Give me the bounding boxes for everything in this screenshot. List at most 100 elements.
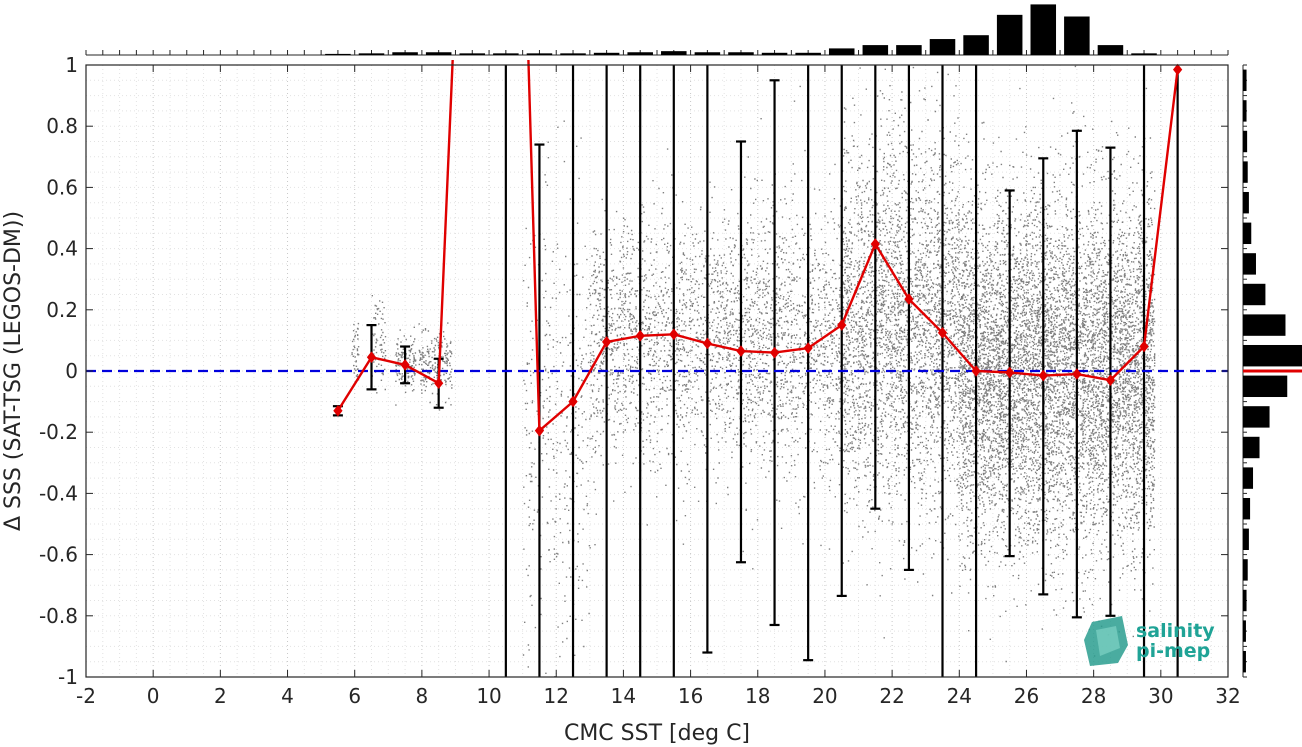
x-tick-label: 16 (678, 684, 703, 708)
right-hist-bar (1243, 620, 1246, 642)
top-hist-bar (593, 52, 620, 55)
top-hist-bar (493, 53, 519, 55)
x-tick-label: 26 (1014, 684, 1039, 708)
y-tick-label: 0 (65, 359, 78, 383)
right-hist-bar (1243, 100, 1247, 122)
scatter-cluster (395, 326, 417, 406)
top-hist-bar (425, 52, 452, 55)
x-tick-label: 8 (416, 684, 429, 708)
mean-marker (635, 330, 645, 342)
y-tick-label: 0.6 (46, 175, 78, 199)
salinity-pi-mep-logo: salinity pi-mep (1084, 616, 1215, 666)
mean-marker (870, 238, 880, 250)
top-histogram (85, 4, 1229, 56)
top-hist-bar (1097, 45, 1124, 55)
right-hist-bar (1243, 589, 1247, 612)
right-hist-bar (1243, 375, 1288, 398)
right-hist-bar (1243, 528, 1249, 551)
mean-marker (434, 377, 444, 390)
mean-marker (803, 342, 813, 354)
scatter-points (351, 65, 1156, 678)
top-hist-bar (392, 52, 418, 55)
scatter-cluster (959, 65, 1156, 663)
right-hist-bar (1243, 314, 1286, 336)
right-hist-bar (1243, 161, 1248, 183)
right-hist-bar (1243, 436, 1260, 459)
top-hist-bar (526, 53, 553, 55)
mean-marker (601, 336, 612, 348)
top-hist-bar (1131, 53, 1157, 55)
mean-marker (333, 404, 343, 417)
y-tick-label: 1 (65, 53, 78, 77)
x-tick-label: 2 (214, 684, 227, 708)
y-tick-label: 0.2 (46, 298, 78, 322)
top-hist-bar (694, 52, 721, 55)
mean-marker (534, 424, 545, 437)
right-hist-bar (1243, 650, 1246, 673)
logo-line1: salinity (1136, 620, 1215, 642)
right-hist-bar (1243, 344, 1302, 367)
mean-line (336, 60, 1179, 434)
x-tick-label: 28 (1081, 684, 1106, 708)
x-tick-label: 4 (281, 684, 294, 708)
logo-shape-highlight (1096, 626, 1120, 656)
top-hist-bar (795, 52, 821, 55)
top-hist-bar (627, 52, 653, 55)
axis-ticks: -2 0 2 4 6 8 10 12 14 16 18 20 22 24 26 28 30 32-1-0.8-0.… (39, 53, 1241, 708)
y-axis-label: Δ SSS (SAT-TSG (LEGOS-DM)) (1, 211, 26, 531)
mean-marker (837, 319, 847, 331)
right-hist-bar (1243, 191, 1249, 214)
x-axis-label: CMC SST [deg C] (564, 721, 750, 746)
mean-marker (669, 328, 679, 341)
top-hist-bar (896, 45, 922, 55)
y-tick-label: 0.4 (46, 237, 78, 261)
top-hist-bar (728, 52, 754, 55)
top-hist-bar (560, 53, 586, 55)
top-hist-bar (1064, 16, 1090, 55)
right-histogram (1242, 64, 1302, 678)
top-hist-bar (1030, 4, 1057, 55)
scatter-cluster (589, 148, 726, 546)
scatter-cluster (371, 295, 387, 394)
right-hist-bar (1243, 559, 1248, 581)
mean-marker (400, 359, 410, 371)
top-hist-bar (862, 45, 889, 55)
mean-marker (769, 346, 780, 359)
top-hist-bar (963, 35, 989, 55)
mean-marker (1072, 368, 1082, 380)
mean-marker (904, 293, 914, 305)
x-tick-label: 14 (611, 684, 636, 708)
top-hist-bar (761, 52, 788, 55)
y-tick-label: -1 (58, 665, 78, 689)
mean-marker (1172, 63, 1183, 76)
top-hist-bar (828, 48, 855, 55)
x-tick-label: 18 (745, 684, 770, 708)
mean-marker (1139, 340, 1149, 353)
mean-marker (568, 395, 578, 408)
mean-marker (1005, 366, 1015, 379)
y-tick-label: -0.2 (39, 420, 78, 444)
right-hist-bar (1243, 69, 1247, 92)
y-tick-label: -0.8 (39, 604, 78, 628)
y-tick-label: -0.6 (39, 543, 78, 567)
right-hist-bar (1243, 497, 1251, 520)
mean-marker (937, 326, 948, 339)
top-hist-bar (459, 53, 486, 55)
top-hist-bar (325, 53, 351, 55)
top-hist-bar (929, 39, 956, 55)
top-hist-bar (661, 51, 687, 55)
mean-marker (702, 337, 713, 350)
mean-marker (736, 345, 746, 357)
right-hist-bar (1243, 130, 1248, 153)
right-hist-bar (1243, 222, 1252, 245)
right-hist-bar (1243, 283, 1266, 306)
x-tick-label: 24 (947, 684, 972, 708)
logo-line2: pi-mep (1136, 640, 1210, 662)
mean-marker (971, 365, 981, 377)
top-hist-bar (996, 14, 1023, 56)
scatter-cluster (418, 322, 453, 411)
right-hist-bar (1243, 406, 1270, 428)
x-tick-label: 20 (812, 684, 837, 708)
mean-marker (1038, 369, 1048, 382)
x-tick-label: -2 (76, 684, 96, 708)
